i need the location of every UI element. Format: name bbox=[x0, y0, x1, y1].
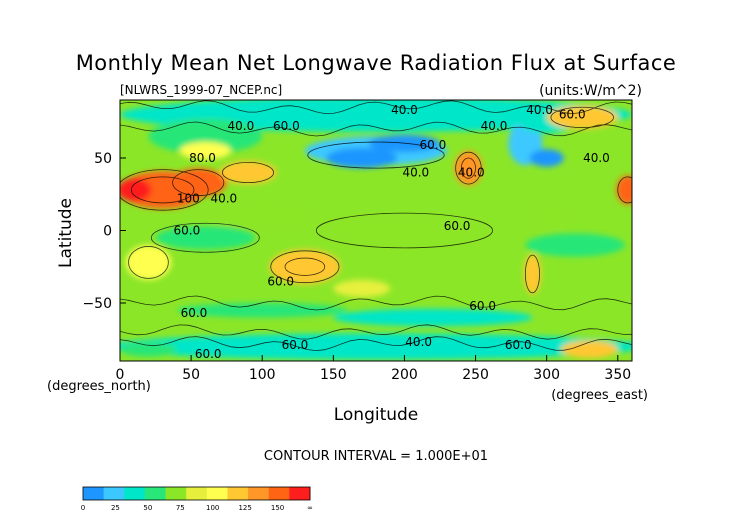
colorbar-swatch-9 bbox=[268, 487, 290, 500]
colorbar-label-1: 25 bbox=[111, 504, 120, 512]
x-tick-label-300: 300 bbox=[533, 367, 560, 383]
y-unit-label: (degrees_north) bbox=[47, 379, 151, 394]
colorbar-swatch-6 bbox=[206, 487, 228, 500]
contour-labels: 40.0 40.0 60.0 40.0 60.0 60.0 40.0 80.0 40.0 40.0… bbox=[173, 103, 609, 361]
x-tick-label-50: 50 bbox=[182, 367, 200, 383]
contour-label-18: 40.0 bbox=[405, 335, 432, 349]
x-axis: 0 50 100 150 200 250 300 350 bbox=[116, 355, 631, 383]
contour-interval-label: CONTOUR INTERVAL = 1.000E+01 bbox=[264, 449, 488, 464]
contour-label-11: 100 bbox=[177, 192, 200, 206]
colorbar-swatch-2 bbox=[124, 487, 146, 500]
source-file-label: [NLWRS_1999-07_NCEP.nc] bbox=[120, 83, 282, 97]
contour-label-14: 60.0 bbox=[444, 219, 471, 233]
x-unit-label: (degrees_east) bbox=[551, 388, 648, 403]
contour-label-0: 40.0 bbox=[391, 103, 418, 117]
colorbar bbox=[82, 486, 311, 501]
y-axis: 50 0 −50 bbox=[82, 151, 126, 312]
contour-label-21: 60.0 bbox=[195, 347, 222, 361]
contour-label-13: 60.0 bbox=[173, 224, 200, 238]
colorbar-labels: 0 25 50 75 100 125 150 ∞ bbox=[81, 504, 313, 512]
x-tick-label-150: 150 bbox=[320, 367, 347, 383]
contour-label-19: 60.0 bbox=[505, 338, 532, 352]
y-tick-label-0: 0 bbox=[103, 224, 112, 240]
x-tick-label-250: 250 bbox=[462, 367, 489, 383]
contour-label-20: 60.0 bbox=[282, 338, 309, 352]
contour-label-9: 40.0 bbox=[402, 166, 429, 180]
colorbar-label-4: 100 bbox=[206, 504, 219, 512]
contour-label-5: 60.0 bbox=[420, 138, 447, 152]
x-tick-label-350: 350 bbox=[604, 367, 631, 383]
colorbar-label-6: 150 bbox=[271, 504, 284, 512]
contour-label-3: 40.0 bbox=[228, 119, 255, 133]
colorbar-label-0: 0 bbox=[81, 504, 85, 512]
colorbar-swatch-8 bbox=[248, 487, 270, 500]
colorbar-swatch-5 bbox=[186, 487, 208, 500]
y-tick-label-50: 50 bbox=[94, 151, 112, 167]
contour-label-17: 60.0 bbox=[469, 299, 496, 313]
units-label: (units:W/m^2) bbox=[539, 83, 642, 99]
contour-label-1: 40.0 bbox=[526, 103, 553, 117]
contour-label-15: 60.0 bbox=[267, 274, 294, 288]
heatmap-field bbox=[120, 100, 632, 361]
colorbar-swatch-3 bbox=[144, 487, 167, 500]
colorbar-label-3: 75 bbox=[176, 504, 185, 512]
y-axis-label: Latitude bbox=[56, 198, 76, 268]
x-tick-label-100: 100 bbox=[249, 367, 276, 383]
colorbar-swatch-0 bbox=[83, 487, 105, 500]
contour-label-7: 80.0 bbox=[189, 151, 216, 165]
colorbar-label-2: 50 bbox=[143, 504, 152, 512]
contour-label-2: 60.0 bbox=[559, 108, 586, 122]
y-tick-label--50: −50 bbox=[82, 296, 112, 312]
colorbar-label-7: ∞ bbox=[307, 504, 313, 512]
x-tick-label-200: 200 bbox=[391, 367, 418, 383]
contour-label-8: 40.0 bbox=[583, 151, 610, 165]
contour-label-16: 60.0 bbox=[181, 306, 208, 320]
colorbar-swatch-4 bbox=[165, 487, 187, 500]
contour-label-12: 40.0 bbox=[210, 192, 237, 206]
colorbar-swatch-7 bbox=[227, 487, 249, 500]
contour-label-6: 40.0 bbox=[481, 119, 508, 133]
colorbar-swatch-10 bbox=[289, 487, 311, 500]
chart-title: Monthly Mean Net Longwave Radiation Flux… bbox=[76, 51, 677, 75]
colorbar-swatch-1 bbox=[103, 487, 125, 500]
x-axis-label: Longitude bbox=[334, 405, 419, 425]
colorbar-label-5: 125 bbox=[238, 504, 251, 512]
contour-label-10: 40.0 bbox=[458, 166, 485, 180]
x-tick-label-0: 0 bbox=[116, 367, 125, 383]
contour-label-4: 60.0 bbox=[273, 119, 300, 133]
